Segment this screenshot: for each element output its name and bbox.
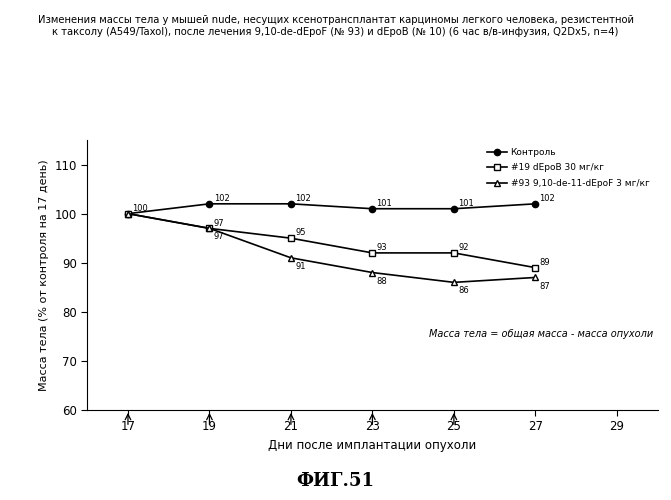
Text: 101: 101 xyxy=(376,199,393,208)
Text: 102: 102 xyxy=(295,194,311,203)
Text: 92: 92 xyxy=(458,243,468,252)
Text: 95: 95 xyxy=(295,228,305,237)
Text: 102: 102 xyxy=(213,194,229,203)
Text: 93: 93 xyxy=(376,243,387,252)
Text: 88: 88 xyxy=(376,276,387,285)
Text: 89: 89 xyxy=(539,258,550,267)
Text: 91: 91 xyxy=(295,262,305,271)
Text: 97: 97 xyxy=(213,218,224,228)
X-axis label: Дни после имплантации опухоли: Дни после имплантации опухоли xyxy=(268,439,476,452)
Legend: Контроль, #19 dEpoB 30 мг/кг, #93 9,10-de-11-dEpoF 3 мг/кг: Контроль, #19 dEpoB 30 мг/кг, #93 9,10-d… xyxy=(484,144,653,192)
Text: 86: 86 xyxy=(458,286,469,296)
Y-axis label: Масса тела (% от контроля на 17 день): Масса тела (% от контроля на 17 день) xyxy=(39,159,49,391)
Text: 101: 101 xyxy=(458,199,474,208)
Text: 97: 97 xyxy=(213,232,224,241)
Text: 100: 100 xyxy=(132,204,148,213)
Text: Масса тела = общая масса - масса опухоли: Масса тела = общая масса - масса опухоли xyxy=(429,330,654,340)
Text: Изменения массы тела у мышей nude, несущих ксенотрансплантат карциномы легкого ч: Изменения массы тела у мышей nude, несущ… xyxy=(38,15,633,36)
Text: 87: 87 xyxy=(539,282,550,290)
Text: 102: 102 xyxy=(539,194,556,203)
Text: ФИГ.51: ФИГ.51 xyxy=(297,472,374,490)
